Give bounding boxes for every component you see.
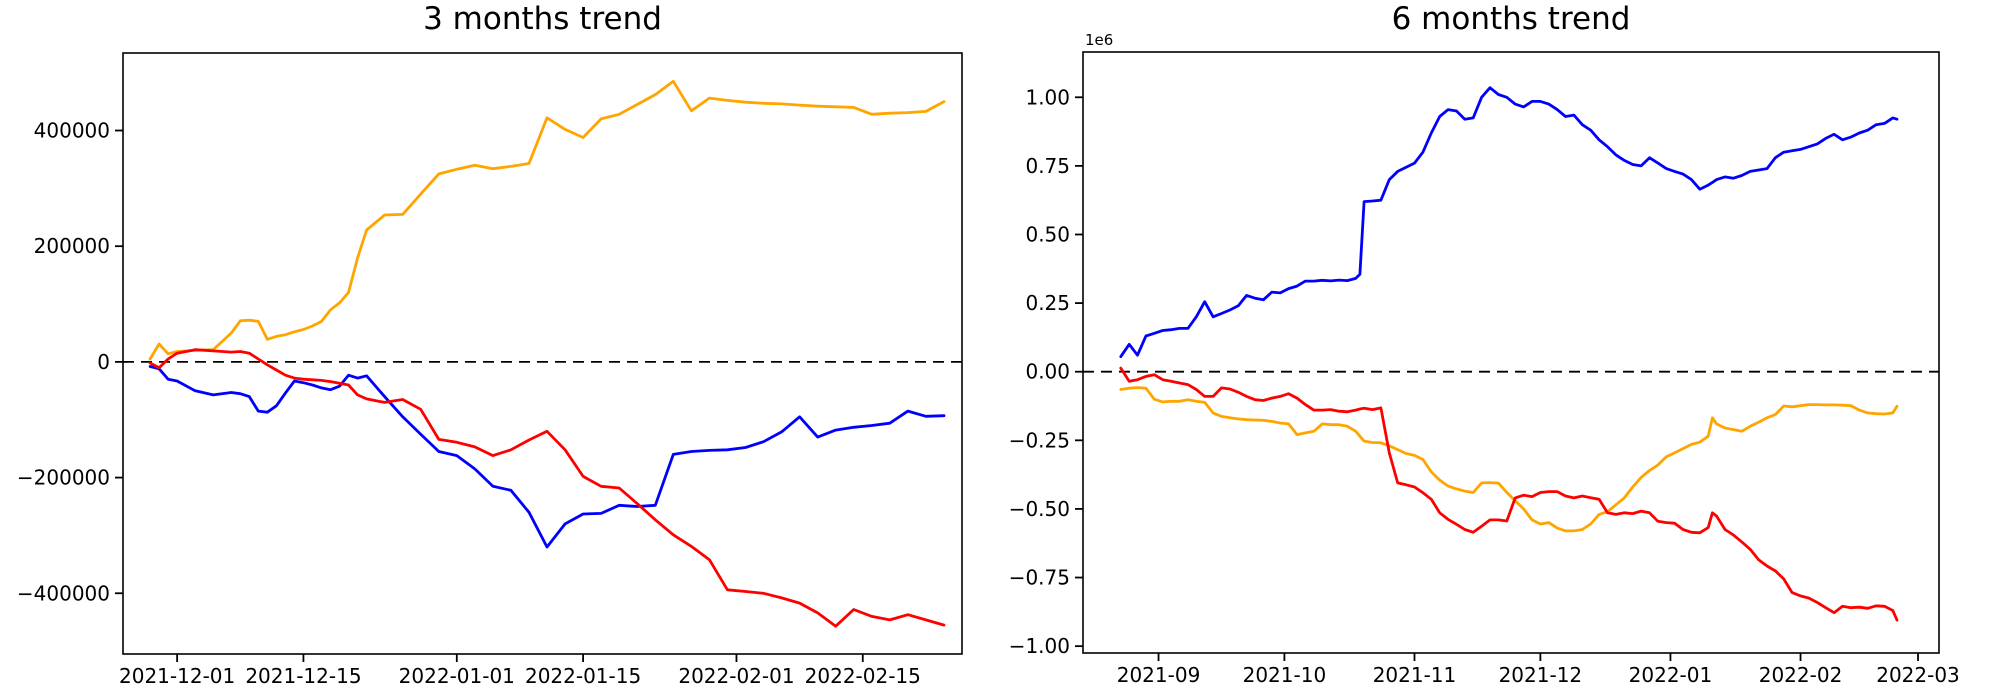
plot-border [122, 52, 963, 655]
y-tick-label: 200000 [34, 234, 110, 258]
y-tick-label: 1.00 [1025, 85, 1070, 109]
series-line-orange [148, 79, 946, 361]
y-tick-label: 0 [97, 350, 110, 374]
series-line-blue [148, 365, 946, 549]
x-tick-label: 2022-01 [1629, 663, 1713, 687]
x-tick-label: 2022-01-15 [525, 664, 641, 688]
y-tick-label: −1.00 [1009, 634, 1070, 658]
y-tick-label: −0.25 [1009, 428, 1070, 452]
x-tick-label: 2021-10 [1243, 663, 1327, 687]
x-tick-label: 2022-02-15 [805, 664, 921, 688]
series-line-orange [1119, 386, 1899, 533]
series-line-red [1119, 366, 1899, 622]
x-tick-label: 2021-12-15 [245, 664, 361, 688]
y-axis-offset-label: 1e6 [1085, 31, 1113, 49]
y-tick-label: 400000 [34, 119, 110, 143]
y-tick-label: −0.75 [1009, 566, 1070, 590]
chart-title-6-months: 6 months trend [1391, 1, 1631, 37]
chart-title-3-months: 3 months trend [423, 1, 662, 37]
x-tick-label: 2021-11 [1373, 663, 1457, 687]
series-line-blue [1119, 86, 1899, 359]
y-tick-label: 0.75 [1025, 154, 1070, 178]
x-tick-label: 2022-02-01 [678, 664, 794, 688]
y-tick-label: −400000 [17, 581, 110, 605]
x-tick-label: 2021-09 [1117, 663, 1201, 687]
x-tick-label: 2022-01-01 [399, 664, 515, 688]
y-tick-label: 0.50 [1025, 222, 1070, 246]
plot-border [1082, 51, 1940, 654]
x-tick-label: 2022-03 [1876, 663, 1960, 687]
x-tick-label: 2022-02 [1759, 663, 1843, 687]
x-tick-label: 2021-12 [1499, 663, 1583, 687]
y-tick-label: 0.25 [1025, 291, 1070, 315]
y-tick-label: 0.00 [1025, 360, 1070, 384]
y-tick-label: −200000 [17, 466, 110, 490]
x-tick-label: 2021-12-01 [119, 664, 235, 688]
y-tick-label: −0.50 [1009, 497, 1070, 521]
series-line-red [148, 348, 946, 628]
